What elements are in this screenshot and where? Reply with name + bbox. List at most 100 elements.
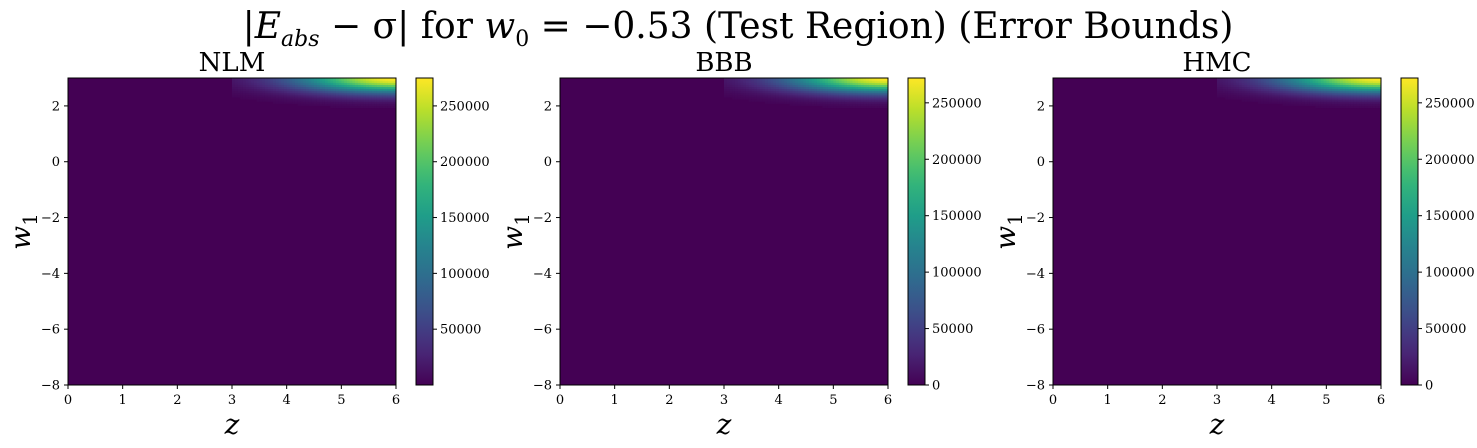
heatmap-cell — [352, 94, 356, 98]
heatmap-cell — [393, 86, 396, 90]
heatmap-cell — [814, 80, 818, 83]
heatmap-cell — [773, 82, 777, 85]
heatmap-cell — [264, 84, 269, 88]
heatmap-cell — [860, 103, 865, 106]
heatmap-cell — [1367, 82, 1371, 85]
heatmap-cell — [335, 96, 340, 100]
heatmap-cell — [1241, 86, 1246, 90]
figure-title: |Eabs − σ| for w0 = −0.53 (Test Region) … — [243, 6, 1234, 52]
heatmap-cell — [278, 82, 282, 85]
heatmap-cell — [1260, 96, 1265, 100]
heatmap-cell — [778, 94, 783, 98]
heatmap-cell — [816, 86, 821, 90]
heatmap-cell — [1225, 96, 1229, 100]
heatmap-cell — [814, 98, 818, 102]
heatmap-cell — [868, 92, 873, 96]
heatmap-cell — [789, 94, 794, 98]
heatmap-cell — [344, 105, 348, 109]
heatmap-cell — [376, 88, 381, 92]
heatmap-cell — [833, 90, 837, 94]
heatmap-cell — [1326, 92, 1330, 96]
heatmap-cell — [1329, 84, 1333, 88]
heatmap-cell — [1227, 86, 1232, 90]
y-tick-label: −6 — [1026, 323, 1045, 338]
heatmap-cell — [283, 80, 288, 83]
heatmap-cell — [855, 103, 859, 106]
heatmap-cell — [1238, 94, 1243, 98]
heatmap-cell — [1279, 90, 1284, 94]
heatmap-cell — [1260, 98, 1265, 102]
heatmap-cell — [773, 96, 777, 100]
heatmap-cell — [737, 94, 742, 98]
heatmap-cell — [759, 80, 763, 83]
heatmap-cell — [849, 82, 854, 85]
heatmap-cell — [305, 103, 310, 106]
heatmap-cell — [868, 94, 873, 98]
heatmap-cell — [1288, 80, 1292, 83]
heatmap-cell — [387, 94, 392, 98]
heatmap-cell — [262, 80, 266, 83]
heatmap-cell — [1375, 101, 1379, 104]
heatmap-cell — [338, 101, 343, 104]
heatmap-cell — [732, 84, 736, 88]
heatmap-cell — [1345, 80, 1349, 83]
heatmap-cell — [1296, 103, 1300, 106]
heatmap-cell — [819, 88, 824, 92]
heatmap-cell — [770, 90, 774, 94]
heatmap-cell — [341, 86, 345, 90]
heatmap-cell — [868, 96, 873, 100]
heatmap-cell — [1370, 103, 1374, 106]
heatmap-cell — [789, 92, 794, 96]
heatmap-cell — [251, 90, 255, 94]
y-tick-label: −4 — [1026, 267, 1045, 282]
heatmap-cell — [1288, 86, 1292, 90]
heatmap-cell — [1299, 96, 1303, 100]
heatmap-cell — [346, 94, 351, 98]
heatmap-cell — [368, 82, 373, 85]
heatmap-cell — [368, 92, 373, 96]
heatmap-cell — [743, 90, 747, 94]
heatmap-cell — [844, 105, 848, 109]
heatmap-cell — [352, 88, 356, 92]
heatmap-cell — [775, 88, 780, 92]
heatmap-cell — [382, 78, 386, 81]
heatmap-cell — [264, 92, 269, 96]
heatmap-cell — [868, 90, 873, 94]
heatmap-cell — [833, 98, 837, 102]
heatmap-cell — [1367, 101, 1371, 104]
heatmap-cell — [748, 80, 753, 83]
heatmap-cell — [1233, 92, 1237, 96]
heatmap-cell — [376, 82, 381, 85]
heatmap-cell — [308, 101, 312, 104]
title-for: for — [409, 6, 484, 47]
heatmap-cell — [1296, 88, 1300, 92]
heatmap-cell — [1361, 92, 1366, 96]
heatmap-cell — [1318, 98, 1322, 102]
heatmap-cell — [240, 94, 244, 98]
heatmap-cell — [1318, 82, 1322, 85]
heatmap-cell — [1342, 84, 1347, 88]
heatmap-cell — [748, 96, 753, 100]
heatmap-cell — [1353, 90, 1358, 94]
heatmap-cell — [333, 86, 337, 90]
heatmap-cell — [311, 90, 315, 94]
heatmap-cell — [297, 92, 302, 96]
heatmap-cell — [775, 86, 780, 90]
heatmap-cell — [765, 90, 769, 94]
heatmap-cell — [1233, 80, 1237, 83]
heatmap-cell — [232, 80, 236, 83]
heatmap-cell — [1219, 84, 1224, 88]
heatmap-cell — [314, 101, 318, 104]
heatmap-cell — [264, 94, 269, 98]
heatmap-cell — [1268, 94, 1273, 98]
heatmap-cell — [868, 101, 873, 104]
heatmap-cell — [877, 84, 881, 88]
heatmap-cell — [1348, 92, 1352, 96]
heatmap-cell — [833, 78, 837, 81]
heatmap-cell — [822, 105, 826, 109]
heatmap-cell — [289, 96, 293, 100]
heatmap-cell — [251, 88, 255, 92]
heatmap-cell — [264, 98, 269, 102]
heatmap-cell — [827, 92, 832, 96]
heatmap-cell — [338, 98, 343, 102]
